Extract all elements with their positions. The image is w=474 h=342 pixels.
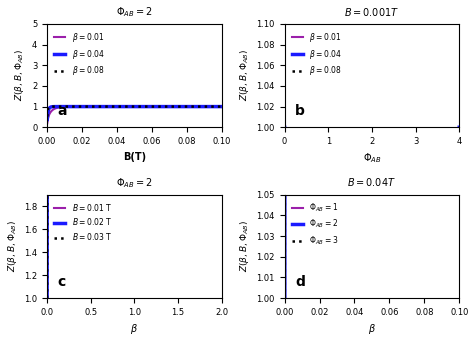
$\beta=0.08$: [456, 125, 462, 129]
$\beta=0.01$: [111, 105, 117, 109]
$\beta=0.04$: [219, 105, 225, 109]
Y-axis label: $Z(\beta,B,\Phi_{AB})$: $Z(\beta,B,\Phi_{AB})$: [238, 221, 251, 272]
Title: $B=0.001T$: $B=0.001T$: [344, 5, 400, 17]
X-axis label: $\Phi_{AB}$: $\Phi_{AB}$: [363, 152, 381, 165]
$B=0.03$ T: [216, 65, 221, 69]
Text: c: c: [57, 275, 66, 289]
Legend: $\beta=0.01$, $\beta=0.04$, $\beta=0.08$: $\beta=0.01$, $\beta=0.04$, $\beta=0.08$: [289, 28, 345, 80]
Title: $B=0.04T$: $B=0.04T$: [347, 176, 396, 188]
$\beta=0.01$: [219, 105, 224, 109]
X-axis label: $\beta$: $\beta$: [368, 323, 376, 337]
X-axis label: $\beta$: $\beta$: [130, 323, 138, 337]
$\beta=0.01$: [282, 125, 287, 129]
$\beta=0.08$: [75, 105, 81, 109]
Line: $\beta=0.04$: $\beta=0.04$: [284, 127, 459, 342]
$\beta=0.01$: [219, 105, 225, 109]
$B=0.01$ T: [44, 296, 50, 300]
$\beta=0.01$: [45, 121, 50, 125]
Line: $\beta=0.08$: $\beta=0.08$: [47, 107, 222, 117]
$\beta=0.04$: [45, 117, 50, 121]
Y-axis label: $Z(\beta,B,\Phi_{AB})$: $Z(\beta,B,\Phi_{AB})$: [6, 221, 18, 272]
$\beta=0.08$: [197, 105, 202, 109]
$\beta=0.04$: [75, 105, 81, 109]
$\beta=0.08$: [216, 105, 221, 109]
$\Phi_{AB}=2$: [282, 296, 288, 300]
$B=0.02$ T: [44, 296, 50, 300]
$\beta=0.04$: [456, 125, 462, 129]
Line: $\beta=0.04$: $\beta=0.04$: [47, 107, 222, 119]
Line: $\beta=0.01$: $\beta=0.01$: [47, 107, 222, 123]
Legend: $\beta=0.01$, $\beta=0.04$, $\beta=0.08$: $\beta=0.01$, $\beta=0.04$, $\beta=0.08$: [51, 28, 107, 80]
X-axis label: B(T): B(T): [123, 152, 146, 161]
$\Phi_{AB}=3$: [282, 296, 288, 300]
$\beta=0.04$: [197, 105, 202, 109]
$\beta=0.01$: [456, 125, 462, 129]
Y-axis label: $Z(\beta,B,\Phi_{AB})$: $Z(\beta,B,\Phi_{AB})$: [13, 50, 27, 102]
Title: $\Phi_{AB}=2$: $\Phi_{AB}=2$: [116, 176, 153, 190]
$B=0.03$ T: [219, 65, 225, 69]
Y-axis label: $Z(\beta,B,\Phi_{AB})$: $Z(\beta,B,\Phi_{AB})$: [238, 50, 251, 102]
$B=0.03$ T: [64, 65, 70, 69]
Line: $\Phi_{AB}=1$: $\Phi_{AB}=1$: [285, 0, 459, 298]
$\beta=0.01$: [216, 105, 221, 109]
Line: $B=0.01$ T: $B=0.01$ T: [47, 0, 222, 298]
$\beta=0.01$: [119, 105, 125, 109]
$B=0.03$ T: [119, 65, 125, 69]
$\beta=0.01$: [64, 105, 70, 109]
$\beta=0.08$: [45, 115, 50, 119]
$B=0.03$ T: [44, 296, 50, 300]
Line: $\beta=0.08$: $\beta=0.08$: [284, 127, 459, 342]
Title: $\Phi_{AB}=2$: $\Phi_{AB}=2$: [116, 5, 153, 19]
$B=0.03$ T: [74, 65, 80, 69]
$\beta=0.08$: [282, 125, 287, 129]
Line: $B=0.03$ T: $B=0.03$ T: [47, 67, 222, 298]
$\Phi_{AB}=1$: [282, 296, 288, 300]
$\beta=0.04$: [99, 105, 105, 109]
Line: $\Phi_{AB}=2$: $\Phi_{AB}=2$: [285, 0, 459, 298]
$\beta=0.04$: [282, 125, 287, 129]
$\beta=0.04$: [119, 105, 125, 109]
Legend: $B=0.01$ T, $B=0.02$ T, $B=0.03$ T: $B=0.01$ T, $B=0.02$ T, $B=0.03$ T: [51, 199, 115, 245]
$\beta=0.08$: [72, 105, 77, 109]
Line: $\Phi_{AB}=3$: $\Phi_{AB}=3$: [285, 0, 459, 298]
$\beta=0.01$: [75, 105, 81, 109]
$\beta=0.08$: [119, 105, 125, 109]
Legend: $\Phi_{AB}=1$, $\Phi_{AB}=2$, $\Phi_{AB}=3$: $\Phi_{AB}=1$, $\Phi_{AB}=2$, $\Phi_{AB}…: [289, 199, 341, 250]
Text: b: b: [295, 104, 305, 118]
$\beta=0.04$: [111, 105, 117, 109]
$\beta=0.08$: [64, 105, 70, 109]
$B=0.03$ T: [111, 65, 117, 69]
$\beta=0.08$: [219, 105, 225, 109]
$B=0.03$ T: [197, 65, 202, 69]
Text: d: d: [295, 275, 305, 289]
Line: $B=0.02$ T: $B=0.02$ T: [47, 0, 222, 298]
$\beta=0.04$: [216, 105, 221, 109]
Text: a: a: [57, 104, 67, 118]
Line: $\beta=0.01$: $\beta=0.01$: [284, 127, 459, 342]
$\beta=0.08$: [111, 105, 117, 109]
$\beta=0.01$: [197, 105, 202, 109]
$\beta=0.04$: [64, 105, 70, 109]
